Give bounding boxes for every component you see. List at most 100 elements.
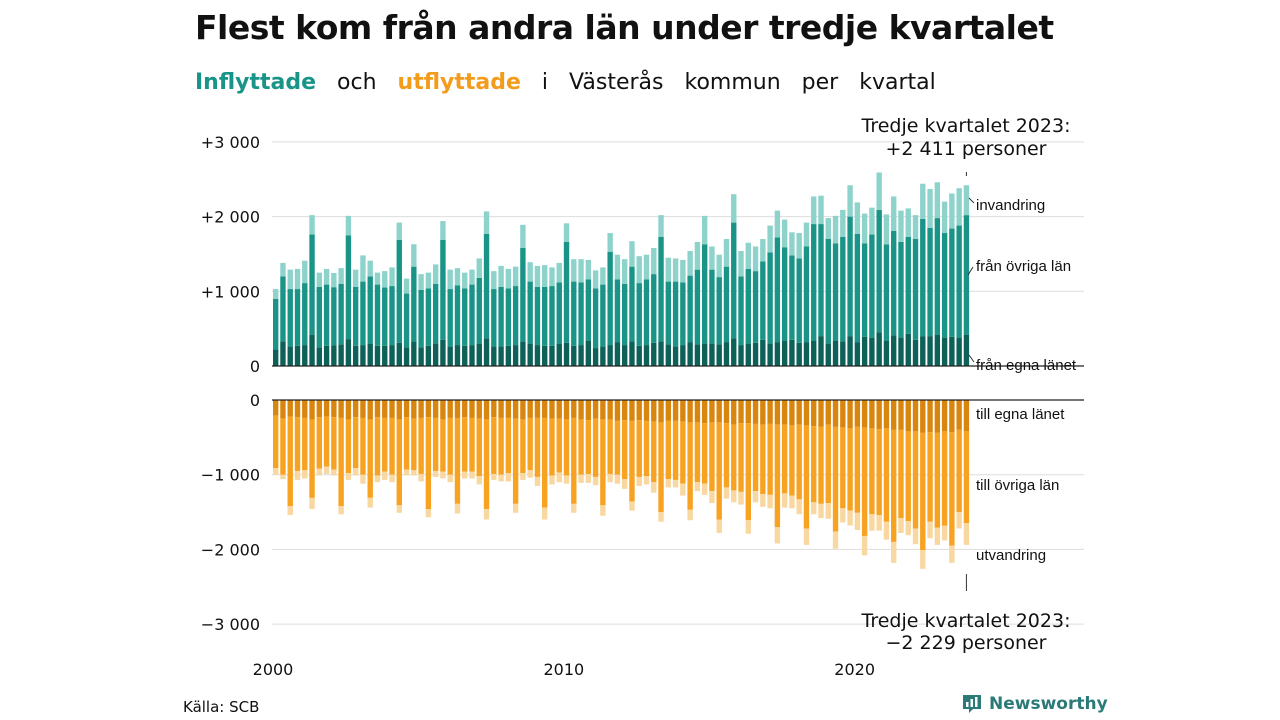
bar-in-own-county (956, 337, 962, 366)
bar-in-own-county (789, 339, 795, 366)
bar-out-own-county (396, 400, 402, 420)
bar-in-own-county (709, 343, 715, 366)
bar-in-immigration (476, 258, 482, 278)
bar-in-immigration (534, 265, 541, 287)
bar-in-other-counties (694, 269, 701, 345)
bar-out-other-counties (294, 417, 301, 471)
source-note: Källa: SCB (183, 698, 260, 716)
bar-in-immigration (811, 196, 817, 225)
bar-in-immigration (622, 259, 628, 284)
bar-out-own-county (796, 400, 802, 425)
bar-out-emigration (789, 495, 795, 509)
bar-in-other-counties (571, 281, 577, 346)
bar-in-own-county (498, 346, 504, 366)
bar-out-other-counties (905, 431, 911, 522)
bar-out-other-counties (498, 417, 504, 475)
bar-out-other-counties (534, 417, 541, 477)
bar-out-own-county (571, 400, 577, 418)
bar-in-other-counties (701, 244, 708, 344)
bar-in-immigration (840, 209, 846, 237)
bar-out-own-county (818, 400, 824, 427)
bar-in-own-county (520, 341, 526, 366)
bar-out-other-counties (389, 417, 395, 475)
bar-out-emigration (556, 472, 562, 483)
bar-in-immigration (432, 264, 439, 284)
bar-in-other-counties (483, 233, 490, 339)
bar-out-emigration (832, 531, 839, 549)
bar-in-other-counties (905, 236, 911, 334)
bar-out-emigration (738, 491, 744, 505)
bar-out-own-county (287, 400, 293, 417)
bar-in-immigration (767, 225, 773, 253)
bar-out-emigration (578, 474, 584, 483)
bar-out-other-counties (687, 422, 693, 510)
bar-in-other-counties (752, 271, 759, 343)
bar-in-immigration (927, 188, 933, 228)
bar-in-other-counties (534, 286, 541, 346)
bar-out-emigration (600, 505, 606, 516)
bar-out-emigration (840, 508, 846, 523)
bar-out-other-counties (891, 429, 897, 542)
bar-in-other-counties (607, 251, 613, 346)
bar-out-other-counties (651, 421, 657, 483)
bar-in-other-counties (832, 243, 839, 341)
bar-out-own-county (280, 400, 286, 419)
bar-in-own-county (352, 345, 359, 366)
bar-in-immigration (512, 266, 519, 287)
bar-out-own-county (694, 400, 701, 423)
bar-in-other-counties (716, 277, 722, 345)
bar-in-other-counties (425, 288, 432, 346)
bar-out-other-counties (302, 417, 308, 471)
bar-in-own-county (418, 347, 424, 366)
bar-in-immigration (774, 210, 781, 238)
bar-in-other-counties (512, 286, 519, 346)
bar-in-immigration (563, 223, 570, 242)
bar-out-other-counties (738, 423, 744, 492)
bar-out-emigration (767, 494, 773, 509)
bar-out-other-counties (331, 417, 337, 470)
bar-in-immigration (956, 188, 962, 226)
bar-out-emigration (476, 476, 482, 485)
bar-in-other-counties (672, 281, 679, 347)
bar-out-other-counties (752, 423, 759, 492)
bar-out-own-county (447, 400, 453, 418)
bar-in-other-counties (323, 284, 330, 346)
bar-in-other-counties (396, 239, 402, 343)
bar-out-other-counties (818, 426, 824, 504)
bar-in-other-counties (280, 276, 286, 342)
bar-out-own-county (760, 400, 766, 425)
bar-out-own-county (331, 400, 337, 418)
bar-out-own-county (360, 400, 366, 418)
annotation-bottom-line2: −2 229 personer (886, 632, 1047, 654)
bar-out-own-county (389, 400, 395, 418)
bar-out-other-counties (469, 417, 475, 472)
bar-out-other-counties (563, 419, 570, 476)
bar-out-own-county (767, 400, 773, 424)
bar-out-emigration (491, 473, 497, 480)
bar-out-emigration (941, 525, 948, 541)
bar-in-other-counties (891, 230, 897, 336)
bar-out-own-county (345, 400, 352, 420)
bar-in-immigration (345, 215, 352, 236)
bar-out-other-counties (512, 418, 519, 504)
bar-in-own-county (760, 339, 766, 366)
bar-out-emigration (898, 518, 904, 533)
bar-in-own-county (614, 342, 621, 366)
bar-out-emigration (731, 490, 737, 503)
bar-in-own-county (643, 345, 650, 366)
bar-out-own-county (418, 400, 424, 418)
x-tick-label: 2010 (543, 660, 584, 679)
bar-in-own-county (767, 343, 773, 366)
y-tick-label: 0 (250, 357, 260, 376)
bar-in-own-county (454, 345, 461, 366)
bar-in-immigration (316, 272, 323, 287)
bar-in-own-county (658, 341, 664, 366)
bar-out-emigration (760, 494, 766, 507)
bar-in-own-county (534, 345, 541, 366)
series-label-inflow: från egna länet (976, 357, 1077, 374)
bar-out-emigration (694, 482, 701, 492)
bar-in-other-counties (803, 246, 810, 343)
bar-in-other-counties (542, 286, 548, 346)
bar-in-immigration (578, 259, 584, 283)
bar-in-immigration (374, 272, 381, 285)
